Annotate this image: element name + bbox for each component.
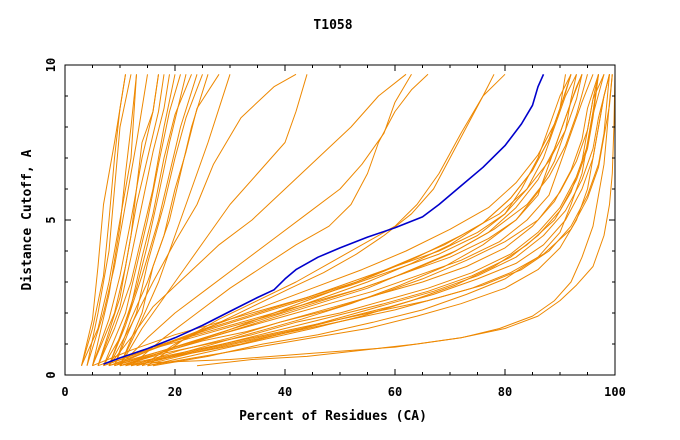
series-line-30 [103, 74, 577, 367]
series-line-27 [92, 74, 572, 367]
ticks-layer: 0 20 40 60 80 100 0 5 10 [44, 58, 626, 399]
series-line-24 [130, 73, 429, 367]
series-line-31 [108, 74, 594, 367]
chart-title: T1058 [313, 18, 352, 33]
series-line-41 [114, 74, 572, 367]
series-line-5 [86, 74, 148, 366]
y-axis-label: Distance Cutoff, A [20, 149, 35, 290]
series-line-13 [108, 74, 198, 366]
series-line-25 [147, 74, 495, 367]
series-line-2 [81, 74, 126, 366]
series-line-48 [119, 74, 613, 367]
series-line-32 [114, 74, 599, 367]
y-tick-label: 0 [44, 371, 58, 378]
series-line-40 [125, 74, 583, 367]
x-tick-label: 60 [388, 385, 402, 399]
series-layer [81, 73, 616, 367]
series-line-47 [147, 74, 599, 367]
series-line-37 [119, 74, 588, 367]
series-line-33 [119, 74, 605, 367]
series-line-17 [92, 74, 137, 366]
series-line-19 [119, 74, 231, 366]
y-tick-label: 10 [44, 58, 58, 72]
x-tick-label: 40 [278, 385, 292, 399]
series-line-15 [119, 74, 209, 366]
series-line-18 [114, 74, 220, 366]
x-tick-label: 0 [61, 385, 68, 399]
series-line-50 [152, 74, 616, 364]
series-line-22 [108, 73, 407, 367]
series-line-16 [97, 74, 159, 366]
series-line-9 [97, 74, 176, 366]
series-line-21 [119, 74, 308, 366]
series-line-12 [108, 74, 192, 366]
series-line-44 [147, 74, 610, 367]
x-axis-label: Percent of Residues (CA) [239, 409, 427, 424]
series-line-42 [130, 74, 605, 367]
series-line-3 [86, 74, 132, 366]
series-line-8 [97, 74, 170, 366]
series-line-10 [103, 74, 181, 366]
series-line-45 [152, 74, 599, 367]
series-line-39 [136, 74, 599, 367]
y-tick-label: 5 [44, 216, 58, 223]
series-line-46 [136, 74, 577, 367]
series-line-4 [81, 74, 137, 366]
series-line-20 [108, 73, 297, 366]
x-tick-label: 80 [498, 385, 512, 399]
x-tick-label: 20 [168, 385, 182, 399]
series-line-14 [114, 74, 203, 366]
highlight-series-line [103, 73, 545, 365]
x-tick-label: 100 [604, 385, 626, 399]
series-line-35 [125, 74, 610, 367]
series-line-49 [196, 74, 613, 367]
